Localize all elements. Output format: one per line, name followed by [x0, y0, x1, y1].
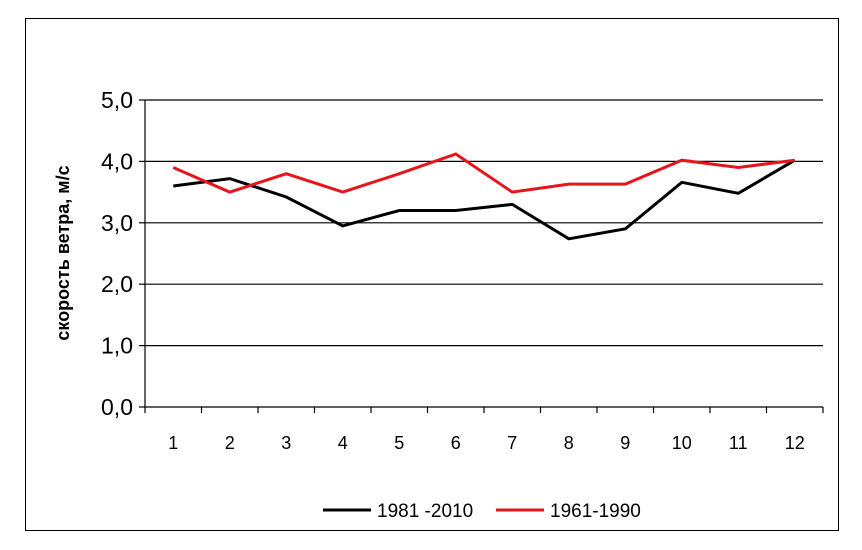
legend: 1981 -2010 1961-1990 [323, 501, 641, 522]
series-lines [172, 152, 796, 241]
legend-label-2: 1961-1990 [550, 501, 641, 522]
axes [139, 99, 824, 413]
x-tick-label: 3 [281, 433, 291, 453]
series-line-1 [173, 158, 796, 241]
x-tick-label: 11 [729, 433, 748, 453]
y-tick-label: 1,0 [101, 333, 133, 359]
x-tick-labels: 1 2 3 4 5 6 7 8 9 10 11 12 [168, 433, 805, 453]
chart-frame [25, 18, 839, 531]
y-tick-label: 5,0 [101, 87, 133, 113]
y-tick-label: 4,0 [101, 148, 133, 174]
x-tick-label: 4 [338, 433, 348, 453]
x-tick-label: 9 [620, 433, 630, 453]
legend-label-1: 1981 -2010 [377, 501, 473, 522]
x-tick-label: 12 [785, 433, 805, 453]
gridlines [145, 99, 823, 347]
x-tick-label: 6 [451, 433, 461, 453]
x-tick-label: 5 [394, 433, 404, 453]
x-tick-label: 1 [168, 433, 178, 453]
y-tick-labels: 0,0 1,0 2,0 3,0 4,0 5,0 [101, 87, 133, 420]
series-line-2 [172, 152, 795, 194]
x-tick-label: 8 [564, 433, 574, 453]
y-tick-label: 2,0 [101, 271, 133, 297]
y-tick-label: 0,0 [101, 394, 133, 420]
y-axis-label: скорость ветра, м/с [53, 165, 73, 340]
y-tick-label: 3,0 [101, 210, 133, 236]
x-tick-label: 7 [507, 433, 517, 453]
x-tick-label: 10 [672, 433, 692, 453]
x-tick-label: 2 [225, 433, 235, 453]
